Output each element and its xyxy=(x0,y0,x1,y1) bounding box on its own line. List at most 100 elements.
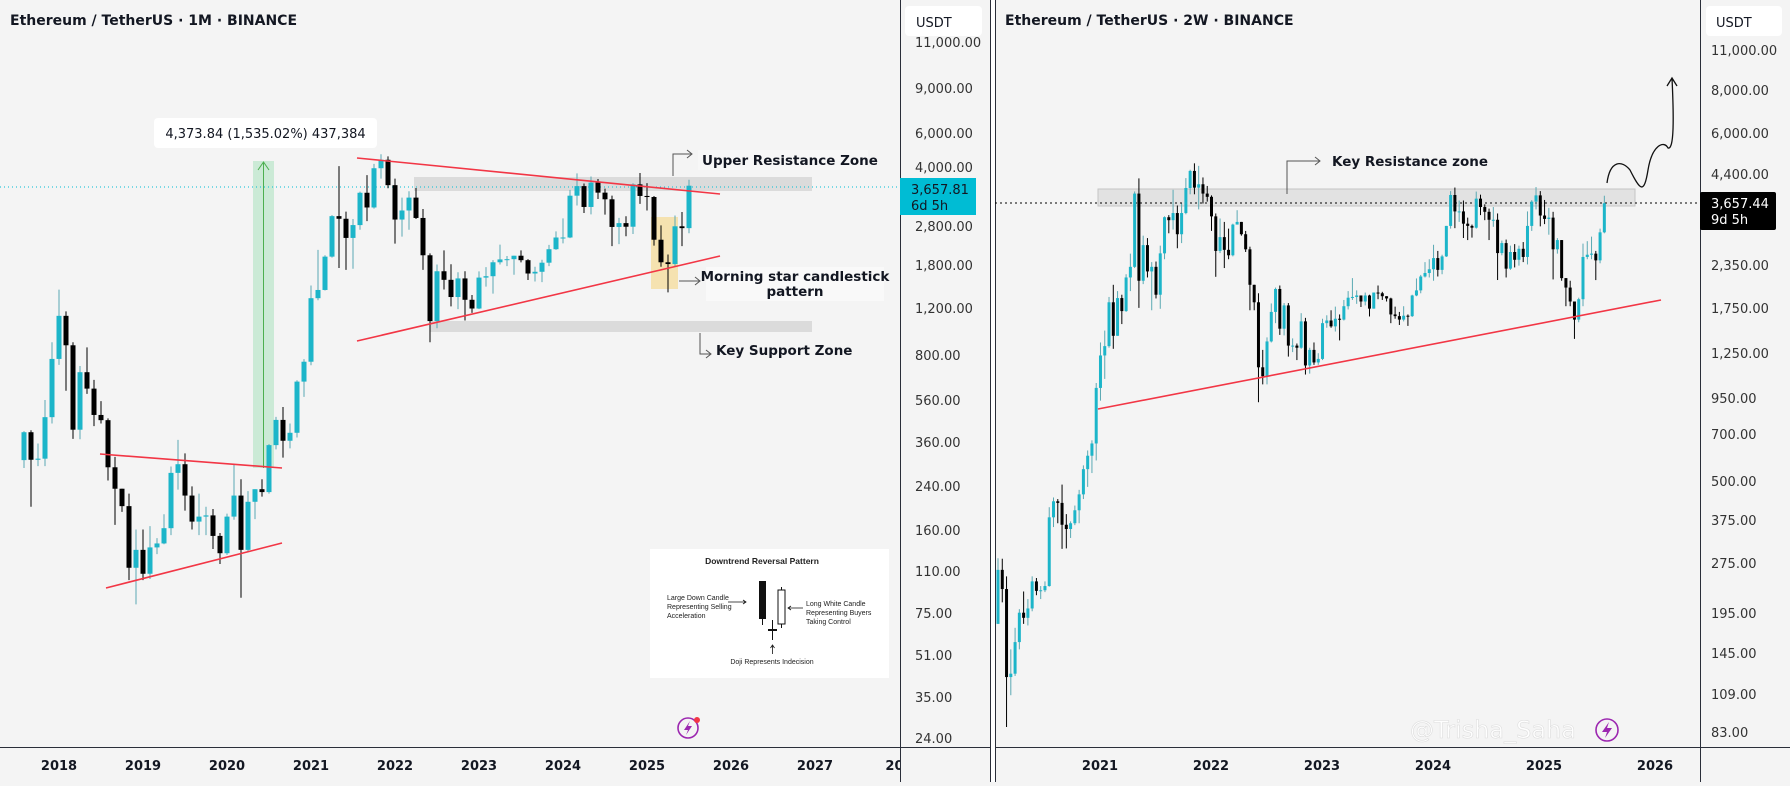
price-tick-label: 51.00 xyxy=(915,649,952,664)
right-price-axis[interactable]: 11,000.00 8,000.00 6,000.00 4,400.00 2,350.0… xyxy=(1711,44,1777,741)
key-support-zone[interactable] xyxy=(430,321,812,332)
right-currency-button[interactable] xyxy=(1706,6,1782,36)
upper-resistance-bracket-arrow xyxy=(672,149,693,176)
candle-body xyxy=(1022,612,1026,618)
candle xyxy=(1073,505,1077,526)
inset-left-label-3: Acceleration xyxy=(667,613,706,620)
right-plot-area[interactable]: Key Resistance zone @Trisha_Saha xyxy=(995,76,1700,744)
projection-arrow[interactable] xyxy=(1606,76,1678,188)
candle xyxy=(1530,200,1534,231)
left-price-axis[interactable]: 11,000.00 9,000.00 6,000.00 4,000.00 2,800.0… xyxy=(915,36,981,747)
lower-trendline[interactable] xyxy=(356,255,721,342)
candle xyxy=(1543,199,1547,225)
candle xyxy=(1397,311,1401,325)
candle xyxy=(525,259,531,281)
candle xyxy=(560,218,566,244)
candle xyxy=(1056,499,1060,524)
candle xyxy=(658,225,664,267)
candle-body xyxy=(1295,345,1299,348)
candle-body xyxy=(1555,240,1559,250)
support-trendline[interactable] xyxy=(1097,299,1662,410)
time-tick-label: 2021 xyxy=(293,759,329,774)
candle xyxy=(651,196,657,246)
candle-body xyxy=(1385,296,1389,299)
candle-body xyxy=(350,225,356,238)
price-tick-label: 83.00 xyxy=(1711,726,1748,741)
candle-body xyxy=(1457,211,1461,213)
left-plot-area[interactable]: 4,373.84 (1,535.02%) 437,384 Upper Resis… xyxy=(0,118,900,739)
left-time-axis[interactable]: 2018 2019 2020 2021 2022 2023 2024 2025 2026 2027… xyxy=(41,759,913,774)
candle-body xyxy=(1077,494,1081,511)
candle xyxy=(1406,314,1410,326)
early-upper-trendline[interactable] xyxy=(99,453,283,469)
candle-body xyxy=(1000,569,1004,590)
candle-body xyxy=(154,543,160,548)
candle xyxy=(1145,238,1149,278)
right-pane[interactable] xyxy=(995,0,1790,782)
candle xyxy=(133,529,139,605)
candle-body xyxy=(1120,298,1124,312)
candle xyxy=(1423,262,1427,278)
candle-body xyxy=(343,218,349,238)
candle xyxy=(1034,577,1038,596)
candle-body xyxy=(1064,524,1068,530)
time-tick-label: 202 xyxy=(885,759,912,774)
candle-body xyxy=(1086,455,1090,470)
candle xyxy=(1491,207,1495,227)
candle-body xyxy=(1376,292,1380,294)
candle xyxy=(511,255,517,275)
candle-body xyxy=(469,299,475,309)
candle xyxy=(203,506,209,536)
candle xyxy=(1000,558,1004,603)
price-tick-label: 360.00 xyxy=(915,436,961,451)
candle xyxy=(1581,243,1585,307)
candle xyxy=(392,178,398,244)
price-tick-label: 700.00 xyxy=(1711,428,1757,443)
candle xyxy=(1350,278,1354,300)
candle-body xyxy=(1184,187,1188,214)
right-candles xyxy=(996,163,1606,728)
early-lower-trendline[interactable] xyxy=(105,542,283,589)
right-time-axis[interactable]: 2021 2022 2023 2024 2025 2026 xyxy=(1082,759,1673,774)
upper-trendline[interactable] xyxy=(356,157,721,195)
candle-body xyxy=(266,445,272,493)
candle xyxy=(1303,317,1307,375)
candle xyxy=(1274,287,1278,324)
candle xyxy=(630,183,636,234)
candle xyxy=(1047,507,1051,587)
candle-body xyxy=(1372,292,1376,309)
candle xyxy=(1316,353,1320,365)
price-tick-label: 11,000.00 xyxy=(1711,44,1777,59)
candle xyxy=(1474,191,1478,229)
candle xyxy=(350,219,356,269)
key-resistance-zone[interactable] xyxy=(1097,188,1636,207)
candle-body xyxy=(1560,240,1564,279)
left-currency-button[interactable] xyxy=(905,6,982,36)
candle xyxy=(259,479,265,497)
candle-body xyxy=(322,256,328,290)
candle xyxy=(1128,253,1132,292)
candle-body xyxy=(1432,258,1436,270)
candle xyxy=(1256,293,1260,403)
candle xyxy=(665,254,671,293)
candle xyxy=(1560,240,1564,281)
lightning-icon[interactable] xyxy=(1595,718,1619,742)
candle-body xyxy=(217,535,223,554)
candle-body xyxy=(175,464,181,473)
candle xyxy=(434,264,440,329)
key-resistance-bracket-arrow xyxy=(1286,156,1321,194)
candle xyxy=(1572,301,1576,339)
candle xyxy=(1521,242,1525,263)
candle xyxy=(539,259,545,283)
candle xyxy=(1005,576,1009,728)
candle-body xyxy=(385,159,391,186)
candle-body xyxy=(1039,590,1043,592)
candle xyxy=(1060,484,1064,549)
candle-body xyxy=(147,547,153,574)
candle-body xyxy=(1282,305,1286,329)
candle xyxy=(1286,303,1290,357)
candle-body xyxy=(1158,253,1162,295)
candle-body xyxy=(1543,215,1547,219)
watermark: @Trisha_Saha xyxy=(1410,716,1576,744)
lightning-icon[interactable] xyxy=(677,717,700,739)
